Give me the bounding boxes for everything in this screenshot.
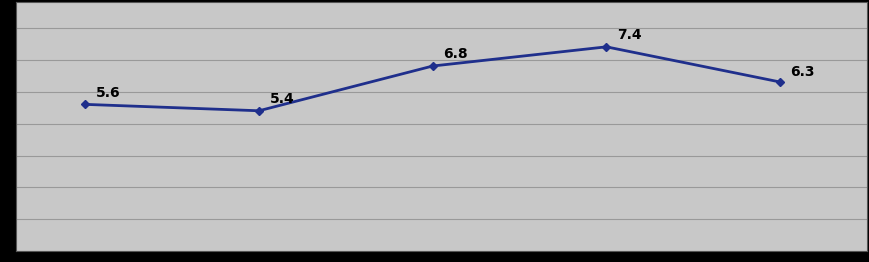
Text: 7.4: 7.4 — [617, 28, 641, 42]
Text: 5.4: 5.4 — [269, 92, 295, 106]
Text: 6.8: 6.8 — [443, 47, 468, 61]
Text: 5.6: 5.6 — [96, 86, 120, 100]
Text: 6.3: 6.3 — [791, 65, 815, 79]
